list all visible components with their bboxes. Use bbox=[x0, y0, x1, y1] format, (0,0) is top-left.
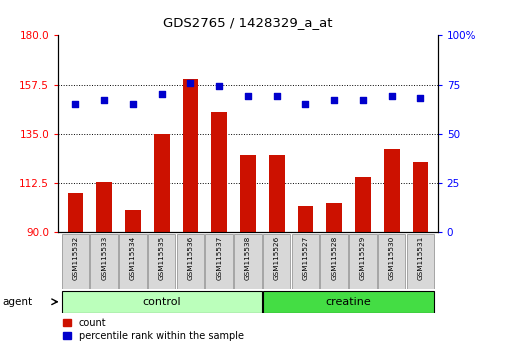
Text: creatine: creatine bbox=[325, 297, 371, 307]
Bar bbox=[291, 234, 319, 289]
Text: GSM115532: GSM115532 bbox=[72, 235, 78, 280]
Text: GSM115536: GSM115536 bbox=[187, 235, 193, 280]
Point bbox=[301, 101, 309, 107]
Bar bbox=[125, 210, 140, 232]
Bar bbox=[320, 234, 347, 289]
Text: GDS2765 / 1428329_a_at: GDS2765 / 1428329_a_at bbox=[163, 16, 332, 29]
Bar bbox=[147, 234, 175, 289]
Point bbox=[387, 93, 395, 99]
Point bbox=[416, 96, 424, 101]
Text: GSM115527: GSM115527 bbox=[302, 235, 308, 280]
Text: GSM115528: GSM115528 bbox=[331, 235, 336, 280]
Text: control: control bbox=[142, 297, 181, 307]
Point bbox=[358, 97, 366, 103]
Text: agent: agent bbox=[3, 297, 33, 307]
Bar bbox=[205, 234, 232, 289]
Bar bbox=[239, 155, 256, 232]
Text: GSM115538: GSM115538 bbox=[244, 235, 250, 280]
Point bbox=[272, 93, 280, 99]
Bar bbox=[377, 234, 405, 289]
Bar bbox=[119, 234, 146, 289]
Point bbox=[215, 84, 223, 89]
Bar bbox=[211, 112, 227, 232]
Text: GSM115534: GSM115534 bbox=[130, 235, 136, 280]
Text: GSM115526: GSM115526 bbox=[273, 235, 279, 280]
Text: GSM115529: GSM115529 bbox=[359, 235, 365, 280]
Point bbox=[158, 92, 166, 97]
Text: GSM115535: GSM115535 bbox=[159, 235, 164, 280]
Bar bbox=[182, 79, 198, 232]
Bar bbox=[176, 234, 204, 289]
Point bbox=[129, 101, 137, 107]
Point bbox=[329, 97, 337, 103]
Point bbox=[100, 97, 108, 103]
Bar bbox=[268, 155, 284, 232]
Bar bbox=[412, 162, 428, 232]
Bar bbox=[406, 234, 433, 289]
Text: GSM115531: GSM115531 bbox=[417, 235, 423, 280]
Bar bbox=[62, 291, 261, 313]
Bar bbox=[154, 133, 169, 232]
Bar bbox=[263, 234, 290, 289]
Text: GSM115530: GSM115530 bbox=[388, 235, 394, 280]
Point bbox=[71, 101, 79, 107]
Text: GSM115533: GSM115533 bbox=[101, 235, 107, 280]
Bar bbox=[67, 193, 83, 232]
Legend: count, percentile rank within the sample: count, percentile rank within the sample bbox=[63, 318, 243, 341]
Bar bbox=[96, 182, 112, 232]
Bar bbox=[348, 234, 376, 289]
Bar bbox=[355, 177, 370, 232]
Point bbox=[186, 80, 194, 85]
Bar bbox=[297, 206, 313, 232]
Point bbox=[243, 93, 251, 99]
Bar bbox=[326, 204, 341, 232]
Bar bbox=[234, 234, 261, 289]
Bar bbox=[62, 234, 89, 289]
Bar bbox=[90, 234, 118, 289]
Bar bbox=[383, 149, 399, 232]
Text: GSM115537: GSM115537 bbox=[216, 235, 222, 280]
Bar bbox=[263, 291, 433, 313]
